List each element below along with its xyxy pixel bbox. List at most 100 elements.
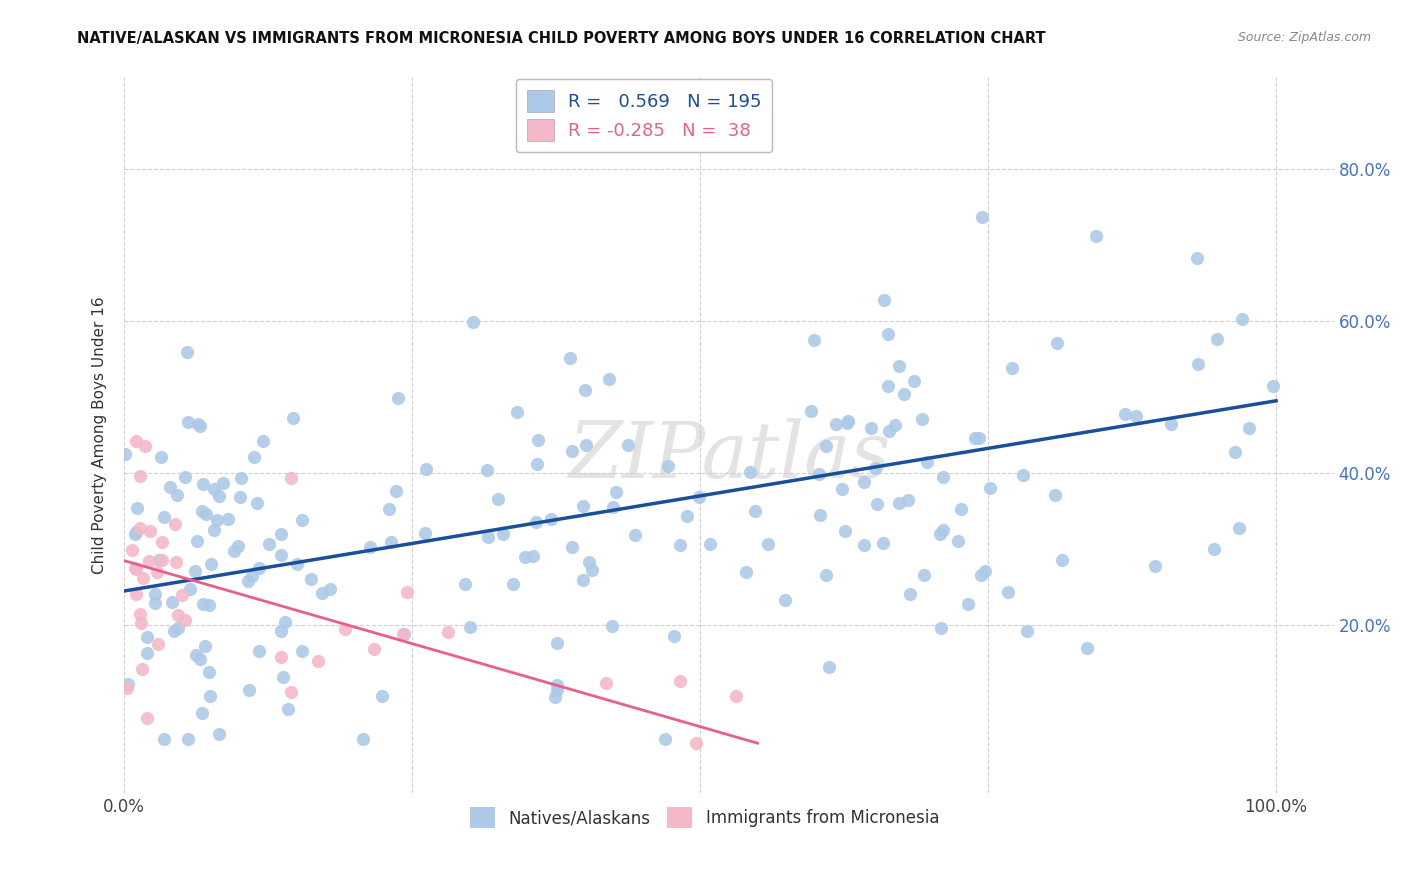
- Point: [208, 727, 231, 741]
- Point: [574, 383, 596, 397]
- Point: [946, 533, 969, 548]
- Point: [217, 512, 239, 526]
- Point: [166, 488, 188, 502]
- Point: [143, 587, 166, 601]
- Point: [522, 549, 544, 563]
- Point: [911, 412, 934, 426]
- Point: [153, 510, 176, 524]
- Point: [800, 404, 823, 418]
- Point: [396, 585, 419, 599]
- Point: [967, 431, 990, 445]
- Point: [669, 538, 692, 552]
- Point: [912, 568, 935, 582]
- Point: [415, 461, 437, 475]
- Point: [877, 425, 900, 439]
- Point: [240, 569, 263, 583]
- Point: [200, 557, 222, 571]
- Point: [160, 594, 183, 608]
- Point: [526, 457, 548, 471]
- Point: [127, 500, 149, 515]
- Point: [150, 553, 173, 567]
- Point: [1143, 559, 1166, 574]
- Point: [699, 537, 721, 551]
- Point: [281, 410, 304, 425]
- Point: [546, 678, 568, 692]
- Point: [226, 539, 249, 553]
- Point: [352, 732, 374, 747]
- Point: [877, 379, 900, 393]
- Point: [413, 526, 436, 541]
- Point: [877, 326, 900, 341]
- Point: [188, 418, 211, 433]
- Point: [1185, 251, 1208, 265]
- Point: [837, 414, 859, 428]
- Point: [965, 431, 987, 445]
- Point: [602, 500, 624, 514]
- Point: [600, 618, 623, 632]
- Point: [664, 629, 686, 643]
- Point: [486, 491, 509, 506]
- Point: [277, 701, 299, 715]
- Point: [238, 574, 260, 588]
- Point: [387, 391, 409, 405]
- Point: [852, 475, 875, 490]
- Point: [285, 557, 308, 571]
- Point: [187, 417, 209, 431]
- Point: [824, 417, 846, 432]
- Point: [866, 497, 889, 511]
- Point: [873, 293, 896, 308]
- Point: [1045, 488, 1067, 502]
- Point: [1046, 336, 1069, 351]
- Point: [454, 576, 477, 591]
- Point: [575, 438, 598, 452]
- Point: [363, 641, 385, 656]
- Point: [897, 492, 920, 507]
- Point: [808, 508, 831, 522]
- Point: [163, 516, 186, 531]
- Point: [191, 504, 214, 518]
- Point: [1237, 421, 1260, 435]
- Point: [149, 450, 172, 465]
- Text: ZIPatlas: ZIPatlas: [568, 418, 890, 495]
- Point: [506, 405, 529, 419]
- Point: [814, 567, 837, 582]
- Point: [1227, 521, 1250, 535]
- Point: [1114, 407, 1136, 421]
- Point: [544, 690, 567, 705]
- Point: [270, 624, 292, 639]
- Point: [929, 621, 952, 635]
- Point: [204, 523, 226, 537]
- Point: [242, 450, 264, 464]
- Point: [803, 333, 825, 347]
- Point: [378, 501, 401, 516]
- Point: [148, 637, 170, 651]
- Point: [853, 538, 876, 552]
- Point: [176, 344, 198, 359]
- Point: [136, 646, 159, 660]
- Point: [547, 635, 569, 649]
- Point: [193, 476, 215, 491]
- Point: [492, 527, 515, 541]
- Point: [231, 470, 253, 484]
- Point: [527, 433, 550, 447]
- Point: [740, 465, 762, 479]
- Point: [734, 565, 756, 579]
- Point: [249, 644, 271, 658]
- Point: [197, 665, 219, 679]
- Point: [970, 210, 993, 224]
- Point: [270, 649, 292, 664]
- Point: [139, 524, 162, 538]
- Point: [513, 549, 536, 564]
- Point: [132, 571, 155, 585]
- Point: [915, 455, 938, 469]
- Point: [1204, 541, 1226, 556]
- Point: [131, 662, 153, 676]
- Point: [974, 565, 997, 579]
- Point: [437, 624, 460, 639]
- Point: [818, 660, 841, 674]
- Point: [835, 416, 858, 430]
- Point: [887, 496, 910, 510]
- Point: [898, 587, 921, 601]
- Point: [179, 582, 201, 597]
- Point: [247, 561, 270, 575]
